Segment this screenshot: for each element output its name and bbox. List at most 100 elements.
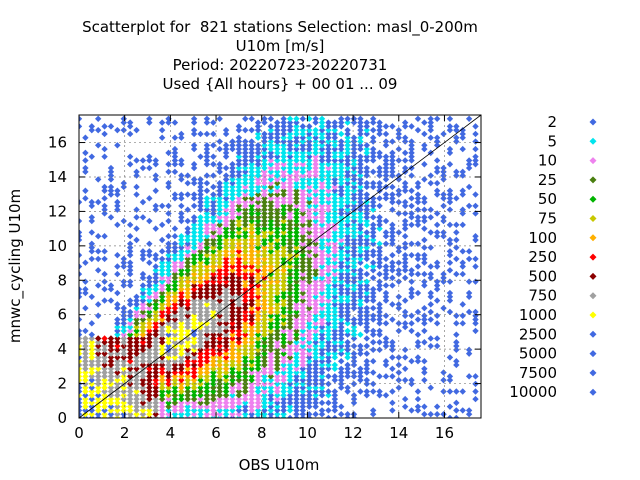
density-point — [312, 233, 319, 240]
density-point — [152, 316, 159, 323]
density-point — [401, 255, 409, 263]
density-point — [312, 323, 319, 331]
density-point — [421, 259, 428, 266]
density-point — [248, 187, 255, 194]
density-point — [401, 183, 409, 191]
density-point — [369, 179, 377, 187]
density-point — [408, 327, 415, 335]
density-point — [331, 327, 339, 335]
density-point — [88, 354, 95, 361]
density-point — [203, 282, 211, 289]
density-point — [229, 179, 236, 187]
density-point — [158, 357, 166, 365]
density-point — [299, 293, 307, 300]
density-point — [242, 217, 249, 225]
density-point — [395, 354, 402, 361]
density-point — [197, 297, 204, 304]
density-point — [216, 346, 223, 354]
density-point — [82, 304, 89, 312]
density-point — [248, 376, 255, 384]
density-point — [280, 210, 287, 217]
y-tick-label: 16 — [48, 134, 67, 152]
density-point — [242, 365, 249, 372]
density-point — [369, 346, 377, 354]
density-point — [318, 308, 326, 316]
density-point — [338, 369, 345, 376]
density-point — [222, 282, 230, 289]
density-point — [190, 308, 198, 316]
density-point — [254, 244, 262, 251]
density-point — [357, 267, 364, 274]
density-point — [197, 350, 204, 357]
density-point — [401, 274, 409, 282]
density-point — [408, 293, 415, 300]
density-point — [274, 293, 281, 300]
density-point — [401, 312, 409, 319]
legend: 2510255075100250500750100025005000750010… — [509, 113, 597, 401]
density-point — [82, 187, 89, 194]
density-point — [158, 263, 166, 270]
density-point — [350, 115, 358, 122]
density-point — [171, 274, 179, 282]
density-point — [331, 255, 339, 263]
density-point — [94, 176, 102, 183]
density-point — [79, 327, 83, 335]
density-point — [382, 392, 390, 399]
density-point — [325, 392, 332, 399]
density-point — [126, 130, 134, 138]
density-point — [248, 369, 255, 376]
density-point — [190, 373, 198, 380]
density-point — [274, 342, 281, 350]
density-point — [248, 304, 255, 312]
density-point — [427, 308, 434, 316]
density-point — [82, 286, 89, 293]
density-point — [158, 267, 166, 274]
density-point — [235, 214, 243, 221]
density-point — [210, 286, 217, 293]
density-point — [152, 369, 159, 376]
density-point — [369, 236, 377, 244]
density-point — [465, 248, 473, 255]
density-point — [267, 259, 275, 266]
density-point — [158, 259, 166, 266]
density-point — [88, 320, 95, 327]
density-point — [472, 320, 479, 327]
density-point — [120, 320, 127, 327]
density-point — [395, 320, 402, 327]
density-point — [190, 320, 198, 327]
density-point — [453, 414, 460, 418]
density-point — [440, 229, 447, 236]
density-point — [114, 407, 121, 414]
density-point — [459, 320, 466, 327]
density-point — [421, 161, 428, 168]
density-point — [421, 312, 428, 319]
density-point — [126, 392, 134, 399]
density-point — [178, 380, 185, 388]
density-point — [286, 236, 294, 244]
density-point — [459, 168, 466, 176]
density-point — [274, 411, 281, 418]
density-point — [363, 210, 370, 217]
density-point — [222, 229, 230, 236]
density-point — [261, 411, 268, 418]
density-point — [88, 244, 95, 251]
density-point — [312, 342, 319, 350]
density-point — [401, 346, 409, 354]
density-point — [382, 153, 390, 160]
density-point — [318, 244, 326, 251]
density-point — [427, 301, 434, 308]
density-point — [101, 350, 108, 357]
density-point — [325, 217, 332, 225]
density-point — [382, 373, 390, 380]
density-point — [152, 350, 159, 357]
density-point — [350, 251, 358, 259]
density-point — [350, 145, 358, 153]
density-point — [152, 282, 159, 289]
density-point — [197, 369, 204, 376]
density-point — [216, 138, 223, 145]
density-point — [248, 388, 255, 395]
density-point — [254, 365, 262, 372]
density-point — [171, 369, 179, 376]
density-point — [344, 145, 351, 153]
density-point — [312, 214, 319, 221]
